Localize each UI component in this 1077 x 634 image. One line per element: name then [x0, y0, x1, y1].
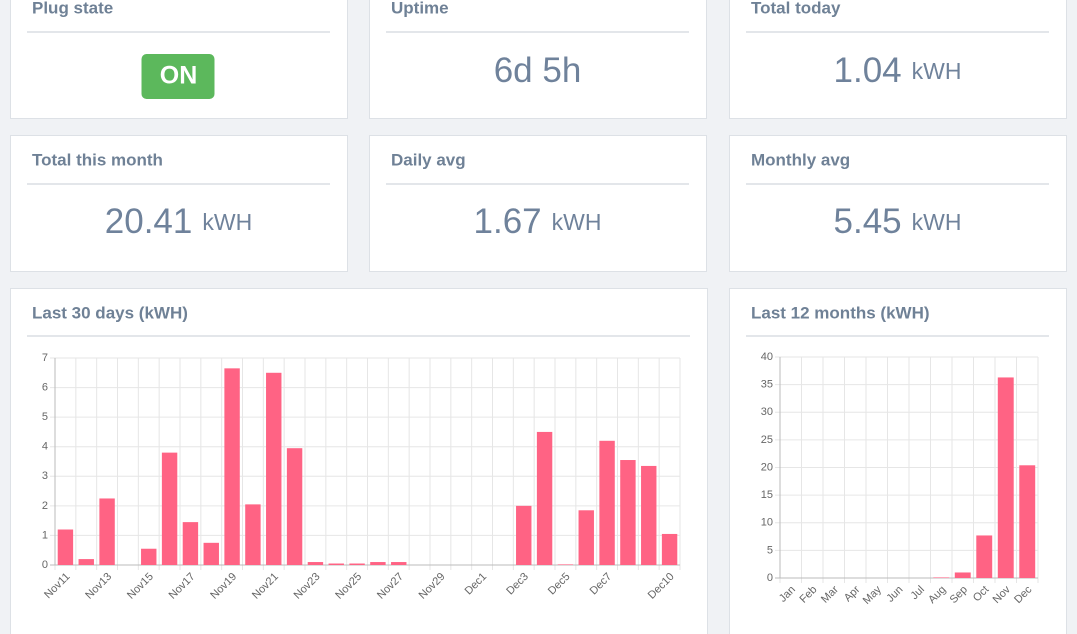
value: 20.41	[105, 202, 193, 241]
bar	[349, 563, 365, 565]
bar	[245, 504, 261, 565]
bar	[557, 564, 574, 565]
badge-text: ON	[160, 62, 198, 90]
y-tick-label: 2	[42, 500, 48, 512]
unit: kWH	[552, 209, 602, 235]
bar	[370, 562, 386, 565]
bar	[161, 452, 178, 565]
card-title: Uptime	[391, 0, 449, 17]
y-tick-label: 4	[42, 441, 48, 453]
bar	[224, 368, 240, 565]
unit: kWH	[202, 209, 252, 235]
card	[10, 135, 348, 272]
bar	[266, 372, 282, 565]
value: 1.67	[474, 202, 542, 241]
bar	[933, 577, 950, 578]
bar	[391, 562, 407, 565]
y-tick-label: 5	[42, 411, 48, 423]
bar	[57, 529, 74, 565]
value: 6d 5h	[494, 51, 582, 90]
y-tick-label: 35	[761, 379, 773, 391]
bar	[578, 510, 594, 565]
bar	[182, 522, 199, 565]
card-title: Plug state	[32, 0, 113, 17]
bar	[641, 465, 657, 565]
bar	[203, 542, 219, 565]
unit: kWH	[912, 209, 962, 235]
card	[10, 288, 708, 634]
y-tick-label: 15	[761, 489, 773, 501]
bar	[286, 448, 303, 565]
bar	[516, 505, 532, 565]
y-tick-label: 40	[761, 351, 773, 363]
bar	[954, 572, 971, 578]
badge	[141, 54, 215, 99]
card-value: 20.41 kWH	[105, 202, 252, 241]
value: 1.04	[834, 51, 902, 90]
bar	[976, 535, 993, 578]
bar	[99, 498, 115, 565]
y-tick-label: 25	[761, 434, 773, 446]
bar	[620, 460, 636, 565]
y-tick-label: 1	[42, 529, 48, 541]
y-tick-label: 7	[42, 352, 48, 364]
bar	[1019, 465, 1036, 578]
y-tick-label: 10	[761, 517, 773, 529]
bar	[997, 377, 1014, 578]
y-tick-label: 20	[761, 461, 773, 473]
chart-title: Last 12 months (kWH)	[751, 303, 930, 322]
card-title: Monthly avg	[751, 150, 850, 169]
y-tick-label: 30	[761, 406, 773, 418]
card-value: 1.67 kWH	[474, 202, 602, 241]
unit: kWH	[912, 58, 962, 84]
card-title: Total this month	[32, 150, 163, 169]
bar	[661, 533, 678, 565]
bar	[328, 563, 344, 565]
y-tick-label: 0	[42, 559, 48, 571]
y-tick-label: 3	[42, 470, 48, 482]
card	[729, 0, 1067, 119]
y-tick-label: 6	[42, 381, 48, 393]
card	[369, 0, 707, 119]
card-title: Daily avg	[391, 150, 466, 169]
card	[729, 135, 1067, 272]
bar	[78, 559, 94, 565]
y-tick-label: 5	[767, 544, 773, 556]
bar	[536, 431, 553, 565]
card-value: 6d 5h	[494, 51, 582, 90]
card-value: 5.45 kWH	[834, 202, 962, 241]
bar	[599, 440, 615, 565]
card-value: 1.04 kWH	[834, 51, 962, 90]
card-title: Total today	[751, 0, 841, 17]
value: 5.45	[834, 202, 902, 241]
chart-title: Last 30 days (kWH)	[32, 303, 188, 322]
bar	[307, 562, 324, 565]
card	[369, 135, 707, 272]
y-tick-label: 0	[767, 572, 773, 584]
bar	[141, 548, 157, 565]
